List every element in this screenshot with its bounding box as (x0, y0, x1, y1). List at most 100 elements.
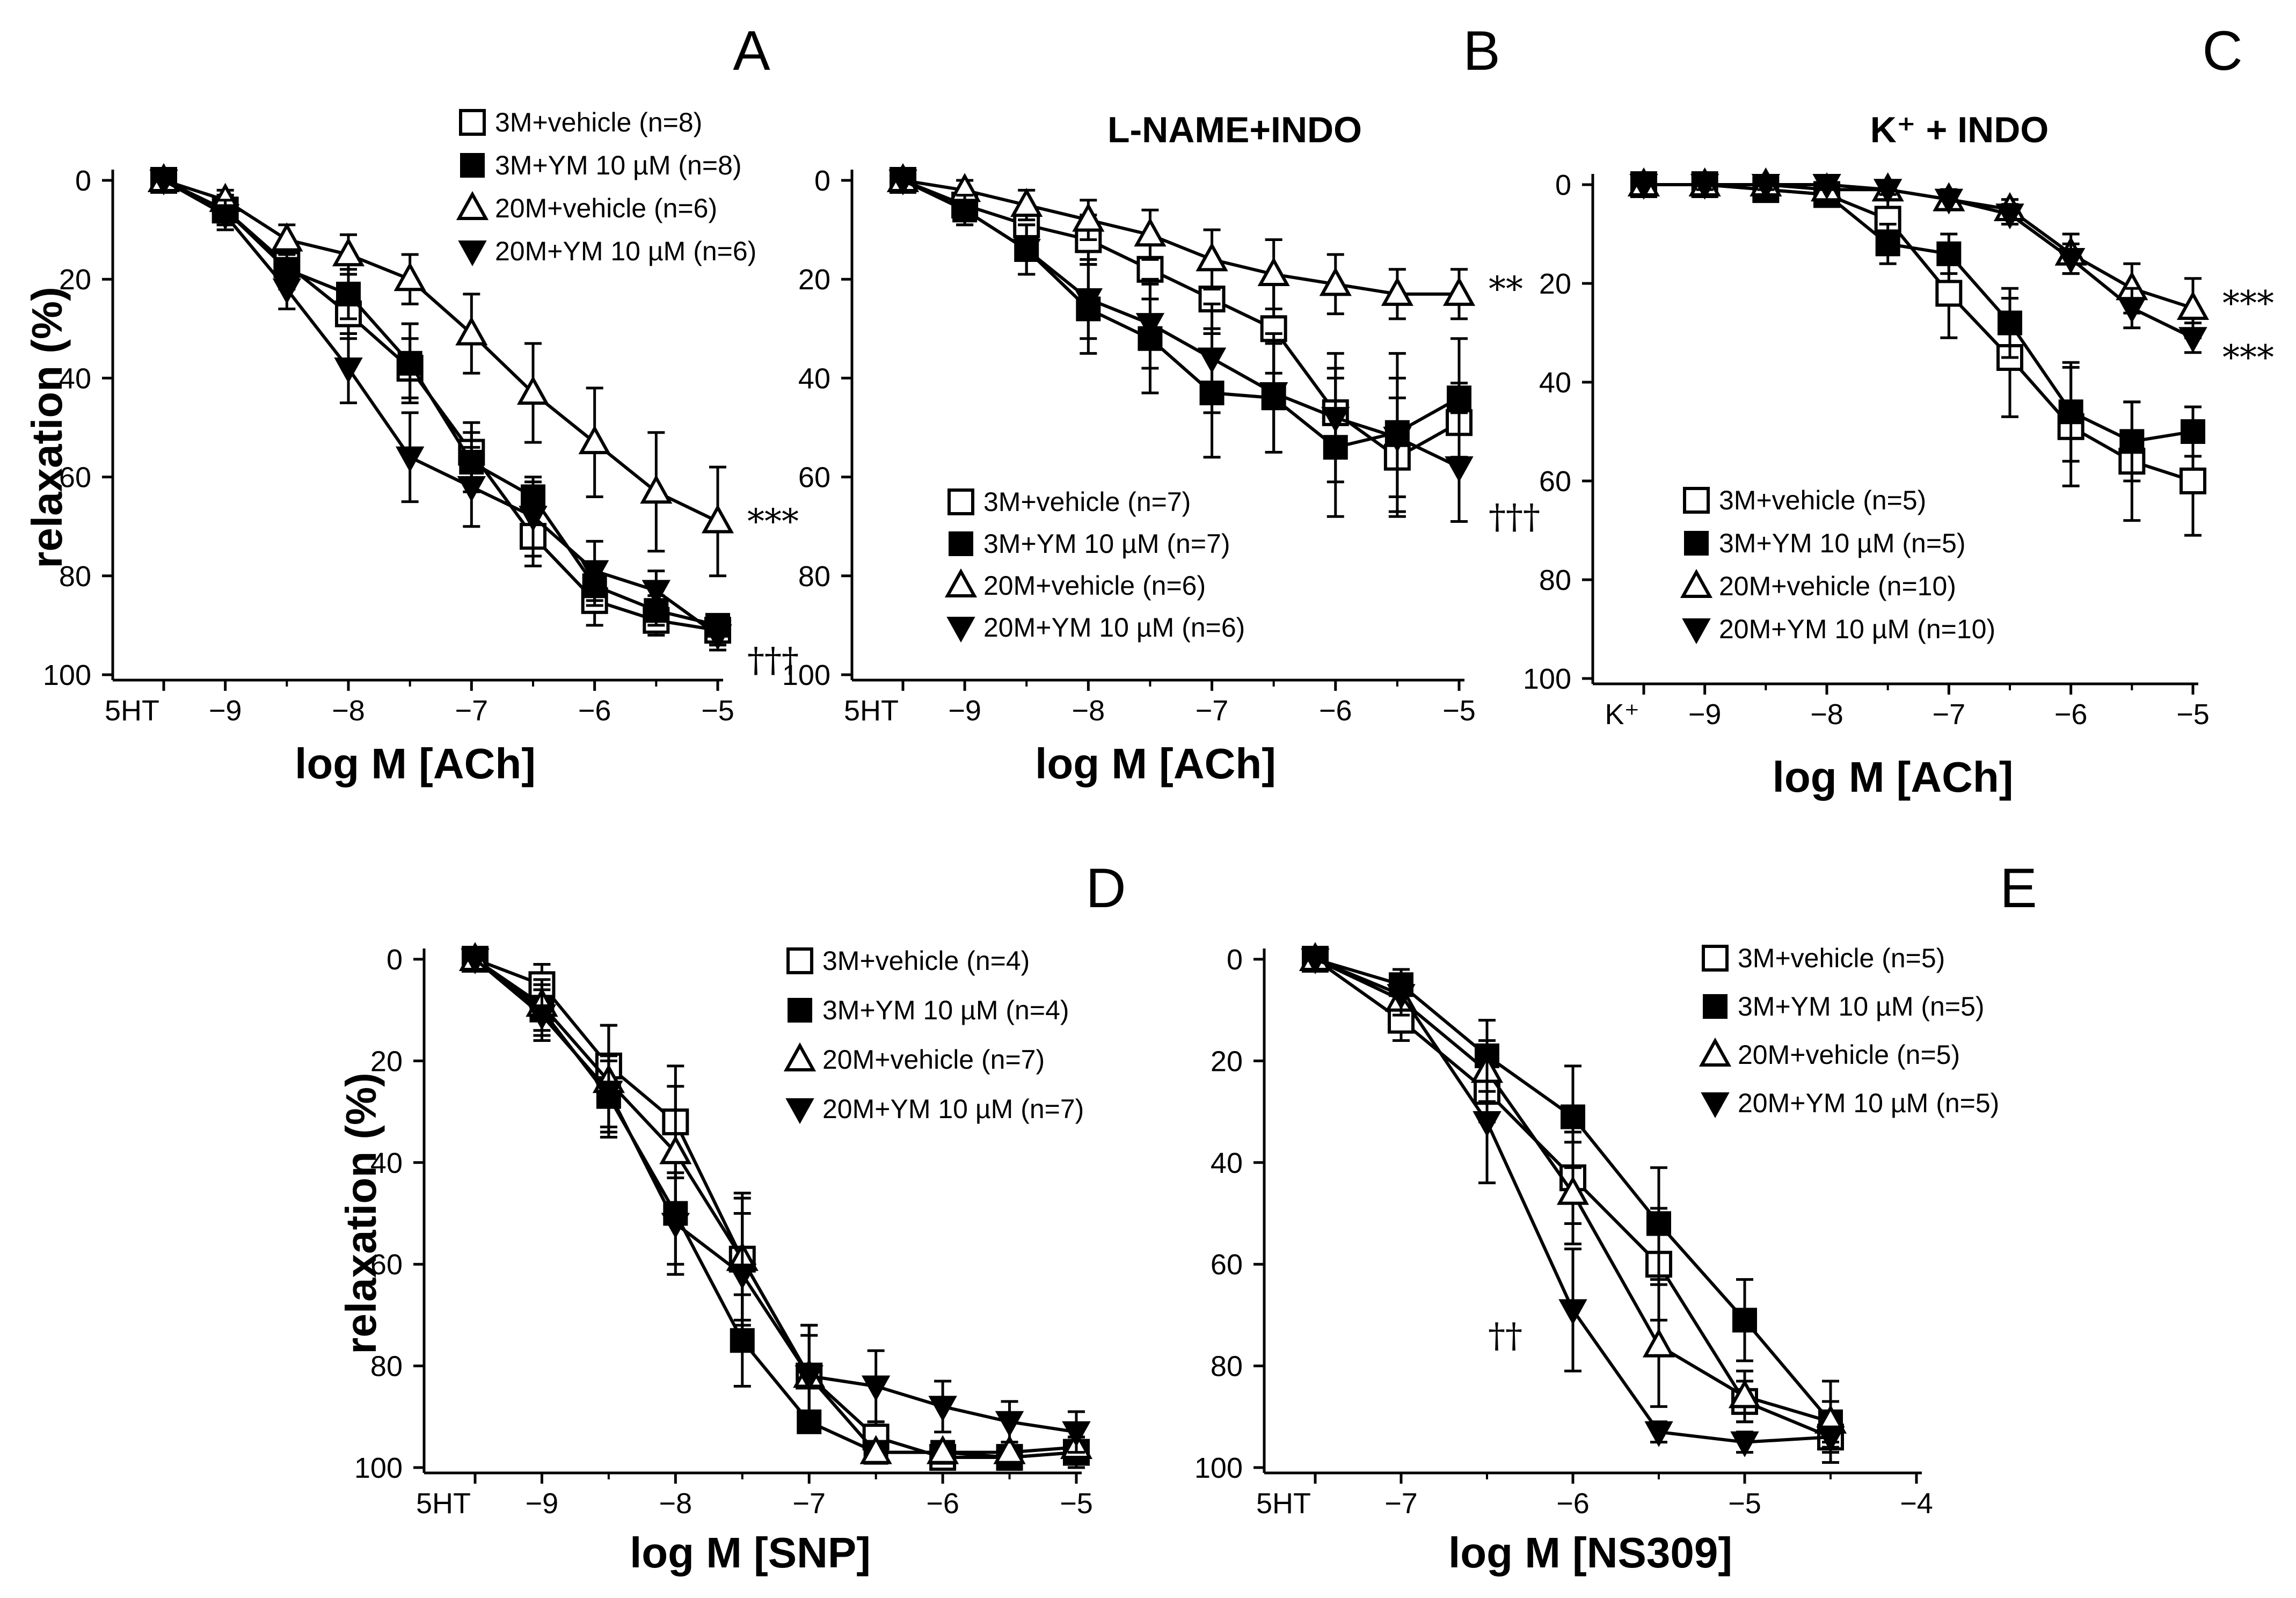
panel-letter: E (2000, 857, 2037, 920)
y-tick-label: 80 (1211, 1351, 1243, 1383)
x-tick-label: −7 (455, 695, 489, 727)
data-point (1874, 206, 1901, 233)
data-point (1074, 288, 1103, 315)
y-tick-label: 100 (354, 1452, 403, 1484)
data-point (1751, 174, 1781, 200)
data-point (642, 580, 671, 606)
data-point (210, 204, 240, 230)
x-tick-label: 5HT (105, 695, 159, 727)
y-tick-label: 20 (1539, 268, 1571, 300)
legend-entry: 3M+vehicle (n=5) (1719, 485, 1926, 515)
data-point (1730, 1431, 1759, 1457)
panel-a: A 0 20 40 60 80 100 5HT −9 −8 −7 −6 −5 log M [ACh] rel… (23, 20, 799, 787)
data-point (397, 351, 422, 376)
legend-marker (456, 191, 489, 220)
data-point (2119, 429, 2145, 454)
data-point (1197, 347, 1227, 374)
series-4 (461, 948, 1091, 1454)
y-tick-label: 40 (1539, 367, 1571, 399)
data-point (927, 1435, 959, 1464)
data-point (888, 170, 917, 196)
x-tick-label: 5HT (844, 695, 899, 727)
panel-letter: D (1085, 857, 1126, 920)
y-tick-label: 100 (43, 659, 91, 691)
legend: 3M+vehicle (n=4) 3M+YM 10 µM (n=4) 20M+veh… (783, 946, 1084, 1125)
x-tick-label: −6 (926, 1487, 959, 1520)
x-axis-label: log M [ACh] (1773, 753, 2014, 801)
data-point (1383, 426, 1412, 453)
legend-entry: 3M+YM 10 µM (n=5) (1719, 528, 1966, 558)
legend-marker (1699, 1037, 1732, 1067)
legend-entry: 20M+vehicle (n=10) (1719, 571, 1956, 601)
significance-annotation: ††† (1489, 497, 1540, 537)
data-point (993, 1435, 1026, 1464)
y-tick-label: 40 (59, 362, 91, 395)
data-point (1690, 174, 1719, 200)
series-line (1644, 183, 2193, 483)
data-point (1259, 382, 1288, 408)
legend-marker (786, 947, 813, 974)
data-point (1387, 984, 1416, 1010)
y-tick-label: 0 (814, 165, 830, 197)
data-point (1010, 187, 1043, 217)
data-point (1935, 280, 1963, 307)
y-tick-label: 0 (1555, 169, 1571, 201)
data-point (271, 222, 303, 252)
series-4 (888, 170, 1474, 523)
legend-marker (458, 240, 487, 267)
legend-marker (1683, 487, 1710, 514)
y-tick-label: 0 (75, 165, 91, 197)
legend: 3M+vehicle (n=5) 3M+YM 10 µM (n=5) 20M+veh… (1680, 485, 1995, 645)
legend-entry: 20M+vehicle (n=5) (1738, 1040, 1960, 1070)
legend: 3M+vehicle (n=7) 3M+YM 10 µM (n=7) 20M+veh… (944, 487, 1245, 643)
legend-marker (944, 568, 978, 597)
series-line (1644, 183, 2193, 443)
x-tick-label: −4 (1900, 1487, 1933, 1520)
legend: 3M+vehicle (n=8) 3M+YM 10 µM (n=8) 20M+veh… (456, 107, 756, 267)
data-point (461, 948, 490, 975)
data-point (1135, 313, 1165, 339)
series-4 (1629, 174, 2207, 354)
data-point (1136, 256, 1164, 283)
data-point (1558, 1299, 1587, 1325)
legend-entry: 3M+vehicle (n=8) (495, 107, 702, 137)
data-point (995, 1411, 1024, 1437)
data-point (1816, 1426, 1845, 1453)
series-line (902, 179, 1460, 449)
data-point (728, 1264, 757, 1290)
data-point (1644, 1421, 1673, 1447)
data-point (2176, 290, 2210, 320)
data-point (1995, 203, 2024, 230)
y-tick-label: 80 (1539, 564, 1571, 596)
data-point (1812, 174, 1841, 200)
x-axis-label: log M [ACh] (1035, 740, 1276, 787)
y-tick-label: 100 (1523, 663, 1571, 695)
x-tick-label: −5 (1728, 1487, 1761, 1520)
x-tick-label: −5 (701, 695, 734, 727)
data-point (516, 375, 550, 405)
data-point (950, 199, 979, 225)
legend-entry: 20M+vehicle (n=6) (495, 193, 717, 223)
y-tick-label: 60 (798, 462, 830, 494)
legend-entry: 20M+YM 10 µM (n=7) (822, 1094, 1084, 1124)
data-point (1473, 1111, 1501, 1137)
x-tick-label: −8 (1072, 695, 1105, 727)
legend-marker (783, 1042, 817, 1071)
x-tick-label: −9 (1688, 698, 1722, 731)
legend-entry: 20M+vehicle (n=7) (822, 1045, 1045, 1075)
data-point (272, 278, 302, 304)
legend-entry: 20M+YM 10 µM (n=5) (1738, 1088, 1999, 1118)
x-tick-label: −6 (578, 695, 611, 727)
data-point (1062, 1421, 1091, 1447)
series-1 (462, 946, 1090, 1471)
data-point (580, 560, 609, 586)
x-axis-label: log M [NS309] (1448, 1529, 1732, 1577)
data-point (1381, 276, 1413, 306)
data-point (1561, 1104, 1585, 1129)
series-line (902, 179, 1460, 459)
significance-annotation: ** (1489, 270, 1523, 310)
legend-marker (1701, 1092, 1730, 1119)
y-tick-label: 80 (370, 1351, 403, 1383)
series-3 (886, 163, 1476, 320)
